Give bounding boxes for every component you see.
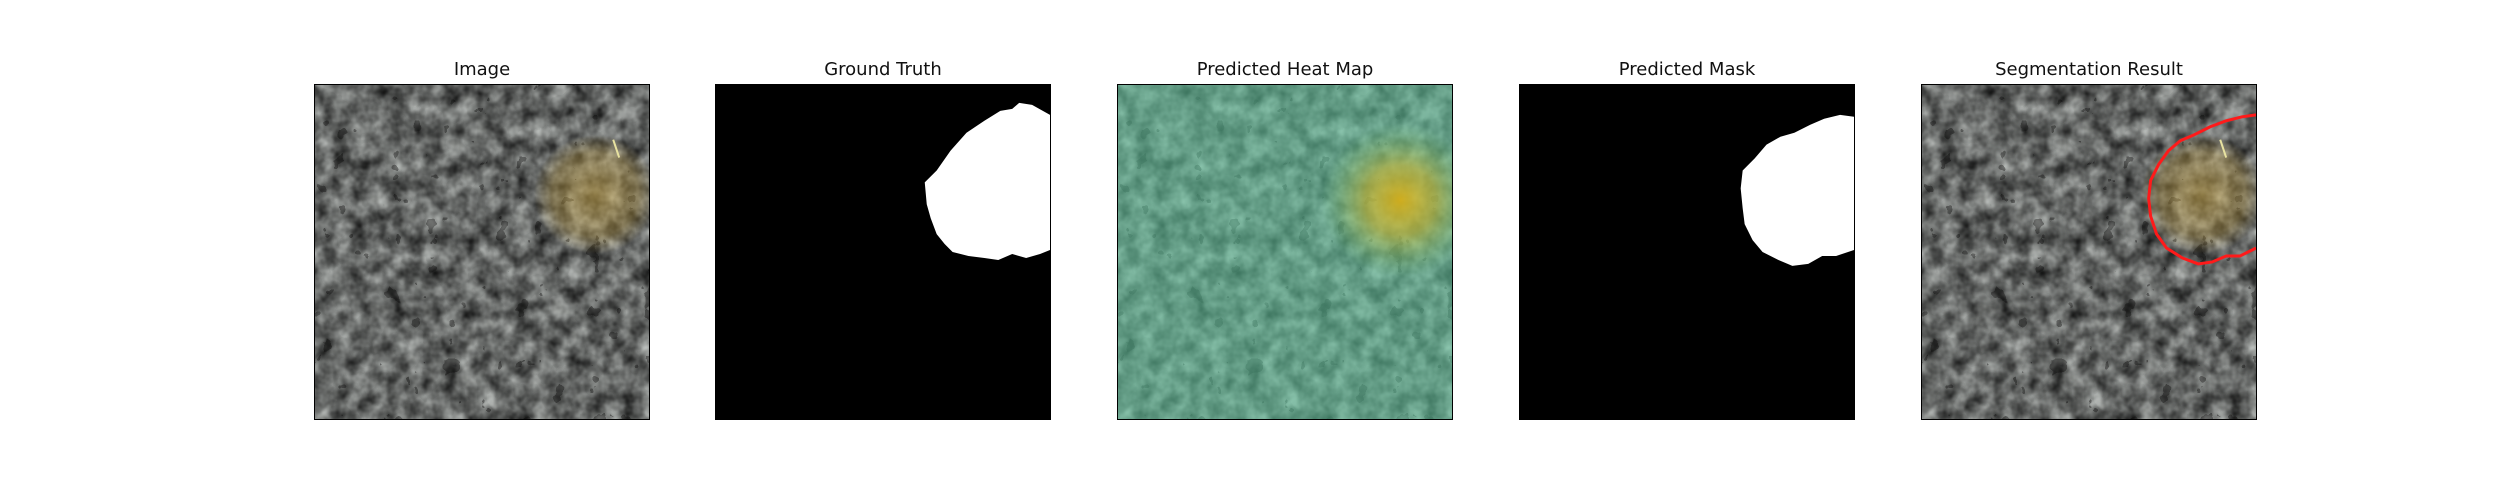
- segmentation-image: [1922, 85, 2256, 419]
- mask-blob: [924, 102, 1050, 260]
- panel-title: Predicted Heat Map: [1196, 59, 1374, 80]
- ground-truth-frame: [715, 84, 1051, 420]
- panel-title: Segmentation Result: [1995, 59, 2183, 80]
- heat-map-image: [1118, 85, 1452, 419]
- defect-highlight: [2219, 139, 2228, 158]
- predicted-mask-frame: [1519, 84, 1855, 420]
- segmentation-contour: [2147, 113, 2256, 266]
- mask-blob: [1740, 114, 1854, 266]
- heat-map-frame: [1117, 84, 1453, 420]
- defect-region: [2140, 134, 2256, 254]
- ground-truth-mask: [716, 85, 1050, 419]
- panel-segmentation-result: Segmentation Result: [1921, 59, 2257, 424]
- panel-ground-truth: Ground Truth: [715, 59, 1051, 424]
- segmentation-frame: [1921, 84, 2257, 420]
- defect-highlight: [612, 139, 621, 158]
- texture-image: [315, 85, 649, 419]
- panel-title: Image: [453, 59, 511, 80]
- image-frame: [314, 84, 650, 420]
- panel-predicted-heat-map: Predicted Heat Map: [1117, 59, 1453, 424]
- defect-region: [533, 134, 649, 254]
- panel-predicted-mask: Predicted Mask: [1519, 59, 1855, 424]
- panel-title: Ground Truth: [824, 59, 942, 80]
- predicted-mask: [1520, 85, 1854, 419]
- panel-title: Predicted Mask: [1618, 59, 1756, 80]
- heat-hotspot: [1320, 122, 1452, 278]
- panel-image: Image: [314, 59, 650, 424]
